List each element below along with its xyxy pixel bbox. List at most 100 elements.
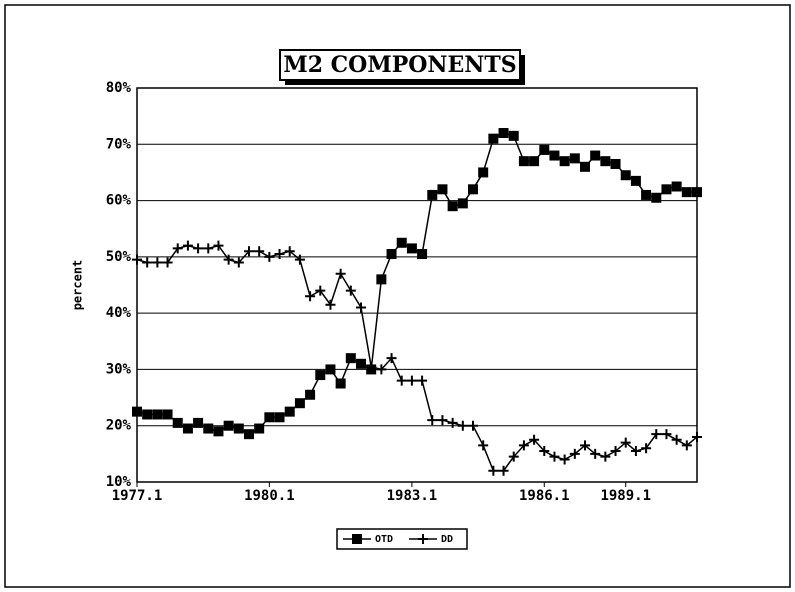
point <box>651 429 662 440</box>
x-tick-label: 1986.1 <box>519 488 570 504</box>
point <box>580 440 590 451</box>
chart-title: M2 COMPONENTS <box>283 52 516 78</box>
x-tick-label: 1977.1 <box>112 488 163 504</box>
point <box>376 364 387 375</box>
frame <box>4 4 791 588</box>
point <box>539 446 550 457</box>
point <box>427 415 438 426</box>
point <box>406 375 417 386</box>
point <box>600 451 611 462</box>
point <box>325 364 336 375</box>
point <box>305 291 316 302</box>
point <box>478 167 489 178</box>
y-tick-label: 60% <box>106 193 132 209</box>
point <box>274 412 285 423</box>
point <box>366 361 377 372</box>
point <box>681 187 692 198</box>
point <box>335 378 346 389</box>
plot-area <box>136 87 698 483</box>
point <box>447 201 458 212</box>
point <box>437 184 448 195</box>
point <box>172 243 183 254</box>
point <box>590 448 601 459</box>
y-axis-label: percent <box>71 260 85 311</box>
legend-marker <box>352 534 362 544</box>
point <box>345 353 356 364</box>
point <box>630 175 641 186</box>
point <box>203 243 214 254</box>
point <box>315 285 326 296</box>
point <box>356 358 366 369</box>
point <box>132 254 142 265</box>
point <box>284 246 295 257</box>
x-tick-label: 1983.1 <box>387 488 438 504</box>
point <box>294 398 305 409</box>
point <box>213 426 224 437</box>
point <box>244 246 254 257</box>
legend-marker <box>418 534 428 544</box>
point <box>630 446 641 457</box>
legend-label: DD <box>441 534 453 545</box>
point <box>498 128 509 139</box>
point <box>518 156 529 167</box>
point <box>264 412 275 423</box>
point <box>284 406 295 417</box>
point <box>610 446 621 457</box>
y-tick-label: 30% <box>106 361 132 377</box>
point <box>182 423 193 434</box>
point <box>396 237 407 248</box>
point <box>254 246 265 257</box>
y-tick-label: 50% <box>106 249 132 265</box>
point <box>539 144 550 155</box>
point <box>529 156 540 167</box>
point <box>671 181 682 192</box>
point <box>305 389 316 400</box>
point <box>681 440 692 451</box>
point <box>641 443 652 454</box>
y-tick-label: 20% <box>106 418 132 434</box>
point <box>580 161 590 172</box>
point <box>569 448 580 459</box>
point <box>193 417 204 428</box>
point <box>152 409 163 420</box>
point <box>508 130 519 141</box>
point <box>315 370 326 381</box>
y-tick-label: 40% <box>106 305 132 321</box>
point <box>620 170 631 181</box>
point <box>651 192 662 203</box>
point <box>274 249 285 260</box>
point <box>386 353 397 364</box>
point <box>152 257 163 268</box>
point <box>437 415 448 426</box>
point <box>356 302 366 313</box>
point <box>549 451 560 462</box>
point <box>396 375 407 386</box>
point <box>193 243 204 254</box>
point <box>182 240 193 251</box>
point <box>610 158 621 169</box>
point <box>386 249 397 260</box>
point <box>162 257 173 268</box>
point <box>233 257 244 268</box>
point <box>661 184 672 195</box>
point <box>162 409 173 420</box>
x-tick-label: 1980.1 <box>244 488 295 504</box>
point <box>325 299 336 310</box>
y-tick-label: 80% <box>106 80 132 96</box>
point <box>142 409 153 420</box>
point <box>233 423 244 434</box>
point <box>661 429 672 440</box>
point <box>447 417 458 428</box>
point <box>132 406 142 417</box>
point <box>345 285 356 296</box>
point <box>478 440 489 451</box>
point <box>213 240 224 251</box>
point <box>417 375 428 386</box>
point <box>244 429 254 440</box>
point <box>569 153 580 164</box>
point <box>549 150 560 161</box>
point <box>692 187 702 198</box>
point <box>508 451 519 462</box>
point <box>264 251 275 262</box>
point <box>376 274 387 285</box>
